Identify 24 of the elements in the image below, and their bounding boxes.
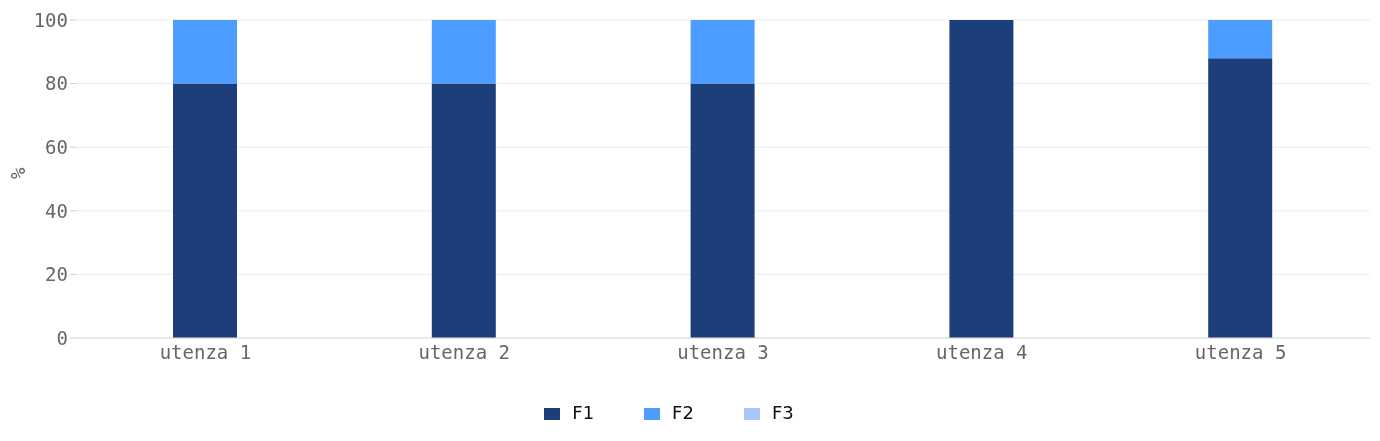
x-tick-label: utenza 4 bbox=[936, 341, 1028, 364]
y-tick-label: 20 bbox=[45, 263, 68, 286]
legend-label: F3 bbox=[771, 402, 794, 423]
y-tick-label: 0 bbox=[56, 326, 68, 349]
x-tick-label: utenza 2 bbox=[418, 341, 510, 364]
y-tick-label: 100 bbox=[33, 8, 68, 31]
y-tick-label: 40 bbox=[45, 199, 68, 222]
legend-label: F1 bbox=[572, 402, 595, 423]
bar bbox=[1208, 20, 1273, 59]
x-tick-label: utenza 3 bbox=[677, 341, 769, 364]
bar bbox=[1208, 58, 1273, 338]
bar bbox=[690, 83, 755, 338]
x-tick-label: utenza 5 bbox=[1194, 341, 1287, 364]
bar bbox=[690, 20, 755, 84]
y-tick-label: 60 bbox=[45, 135, 68, 158]
bar bbox=[949, 20, 1014, 338]
x-tick-label: utenza 1 bbox=[159, 341, 252, 364]
bar bbox=[173, 83, 237, 338]
bar bbox=[431, 20, 496, 84]
bar bbox=[431, 83, 496, 338]
bar bbox=[173, 20, 237, 84]
y-axis-title: % bbox=[6, 167, 29, 179]
legend-label: F2 bbox=[672, 402, 694, 423]
y-tick-label: 80 bbox=[45, 72, 68, 95]
